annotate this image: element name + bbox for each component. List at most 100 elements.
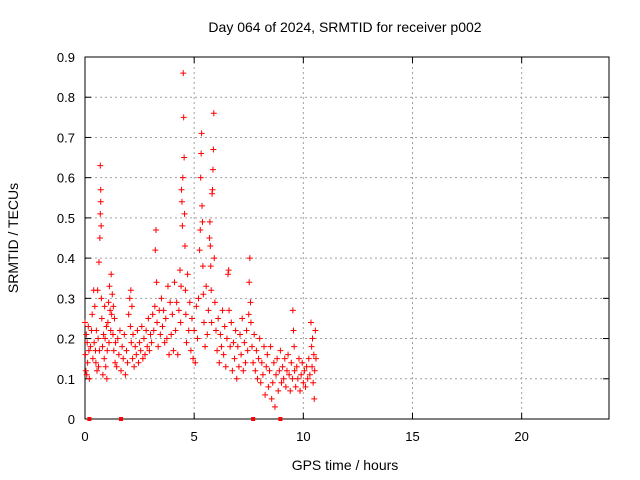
data-point xyxy=(277,347,284,354)
data-point xyxy=(238,351,245,358)
data-point xyxy=(152,247,159,254)
data-point xyxy=(199,263,206,270)
data-point xyxy=(182,287,189,294)
data-point xyxy=(282,383,289,390)
data-point xyxy=(91,303,98,310)
data-point xyxy=(84,339,91,346)
data-point xyxy=(95,259,102,266)
data-point xyxy=(281,355,288,362)
data-point xyxy=(217,331,224,338)
data-point xyxy=(249,343,256,350)
data-point xyxy=(124,359,131,366)
data-point xyxy=(242,359,249,366)
data-point xyxy=(310,351,317,358)
data-point xyxy=(257,379,264,386)
data-point xyxy=(134,327,141,334)
data-point xyxy=(266,367,273,374)
data-point xyxy=(100,331,107,338)
data-point xyxy=(291,343,298,350)
data-point xyxy=(84,359,91,366)
y-tick-label: 0.1 xyxy=(57,372,75,387)
y-tick-label: 0.9 xyxy=(57,50,75,65)
data-point xyxy=(306,371,313,378)
data-point xyxy=(98,222,105,229)
data-point xyxy=(83,371,90,378)
data-point xyxy=(206,218,213,225)
data-point xyxy=(172,327,179,334)
data-point xyxy=(118,367,125,374)
data-point xyxy=(153,279,160,286)
data-point xyxy=(178,283,185,290)
data-point xyxy=(227,343,234,350)
data-point xyxy=(110,347,117,354)
data-point xyxy=(209,166,216,173)
data-point xyxy=(181,243,188,250)
y-tick-label: 0.5 xyxy=(57,211,75,226)
data-point xyxy=(295,355,302,362)
data-point xyxy=(196,247,203,254)
data-point xyxy=(170,347,177,354)
data-point xyxy=(228,319,235,326)
y-axis-label: SRMTID / TECUs xyxy=(5,183,21,293)
data-point xyxy=(184,271,191,278)
data-point xyxy=(278,379,285,386)
data-point xyxy=(145,315,152,322)
data-point xyxy=(154,319,161,326)
data-point xyxy=(109,291,116,298)
data-point xyxy=(188,315,195,322)
data-point xyxy=(85,323,92,330)
data-point xyxy=(218,343,225,350)
data-point xyxy=(276,367,283,374)
data-point xyxy=(147,331,154,338)
data-point xyxy=(199,202,206,209)
data-point xyxy=(150,327,157,334)
data-point xyxy=(254,375,261,382)
data-point xyxy=(105,299,112,306)
data-point xyxy=(210,146,217,153)
data-point xyxy=(178,198,185,205)
data-point xyxy=(103,323,110,330)
data-point xyxy=(167,299,174,306)
data-point xyxy=(202,343,209,350)
data-point xyxy=(83,331,90,338)
data-point xyxy=(200,319,207,326)
data-point xyxy=(102,363,109,370)
data-point xyxy=(137,347,144,354)
data-point xyxy=(104,319,111,326)
data-point xyxy=(247,319,254,326)
data-point xyxy=(97,198,104,205)
data-point xyxy=(182,311,189,318)
data-point xyxy=(82,319,88,326)
data-point xyxy=(312,327,319,334)
data-point xyxy=(269,379,276,386)
data-point xyxy=(312,355,319,362)
y-tick-label: 0.8 xyxy=(57,90,75,105)
data-point xyxy=(101,355,108,362)
data-point xyxy=(268,395,275,402)
data-point xyxy=(97,210,104,217)
data-point xyxy=(226,307,233,314)
data-point xyxy=(194,335,201,342)
data-point xyxy=(310,379,317,386)
data-point xyxy=(262,391,269,398)
data-point xyxy=(223,335,230,342)
data-point xyxy=(144,343,151,350)
x-axis-label: GPS time / hours xyxy=(292,457,399,473)
data-point xyxy=(244,347,251,354)
data-point xyxy=(300,379,307,386)
data-point xyxy=(250,359,257,366)
data-point xyxy=(185,327,192,334)
data-point xyxy=(263,363,270,370)
data-point xyxy=(146,347,153,354)
data-point xyxy=(198,130,205,137)
data-point xyxy=(210,110,217,117)
data-point xyxy=(219,307,226,314)
data-point xyxy=(308,343,315,350)
data-point xyxy=(96,235,103,241)
data-point xyxy=(108,271,115,278)
data-point xyxy=(155,343,162,350)
data-point xyxy=(151,303,158,310)
data-point xyxy=(207,243,214,250)
data-point xyxy=(245,311,252,318)
data-point xyxy=(113,363,120,370)
